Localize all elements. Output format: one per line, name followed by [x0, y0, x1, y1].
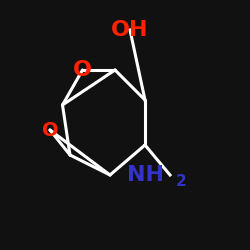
Text: NH: NH	[127, 165, 164, 185]
Text: O: O	[73, 60, 92, 80]
Text: 2: 2	[176, 174, 187, 190]
Text: O: O	[42, 120, 58, 140]
Text: OH: OH	[111, 20, 149, 40]
